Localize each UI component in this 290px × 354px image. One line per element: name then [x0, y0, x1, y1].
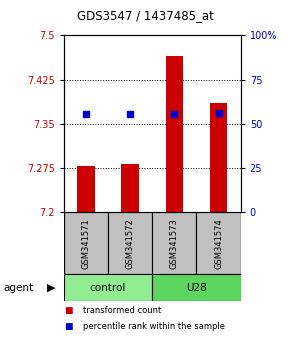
Bar: [196, 212, 241, 274]
Text: ■: ■: [64, 306, 72, 315]
Text: U28: U28: [186, 282, 207, 293]
Bar: [77, 166, 95, 212]
Text: GSM341572: GSM341572: [126, 218, 135, 269]
Bar: [108, 212, 152, 274]
Text: GSM341573: GSM341573: [170, 218, 179, 269]
Text: ▶: ▶: [46, 282, 55, 293]
Text: agent: agent: [3, 282, 33, 293]
Text: GSM341574: GSM341574: [214, 218, 223, 269]
Text: GSM341571: GSM341571: [81, 218, 90, 269]
Text: GDS3547 / 1437485_at: GDS3547 / 1437485_at: [77, 9, 213, 22]
Bar: [152, 212, 197, 274]
Text: control: control: [90, 282, 126, 293]
Text: percentile rank within the sample: percentile rank within the sample: [83, 322, 225, 331]
Bar: [210, 103, 227, 212]
Bar: [64, 274, 152, 301]
Bar: [64, 212, 108, 274]
Bar: [121, 164, 139, 212]
Text: transformed count: transformed count: [83, 306, 161, 315]
Text: ■: ■: [64, 322, 72, 331]
Bar: [152, 274, 241, 301]
Bar: [166, 56, 183, 212]
